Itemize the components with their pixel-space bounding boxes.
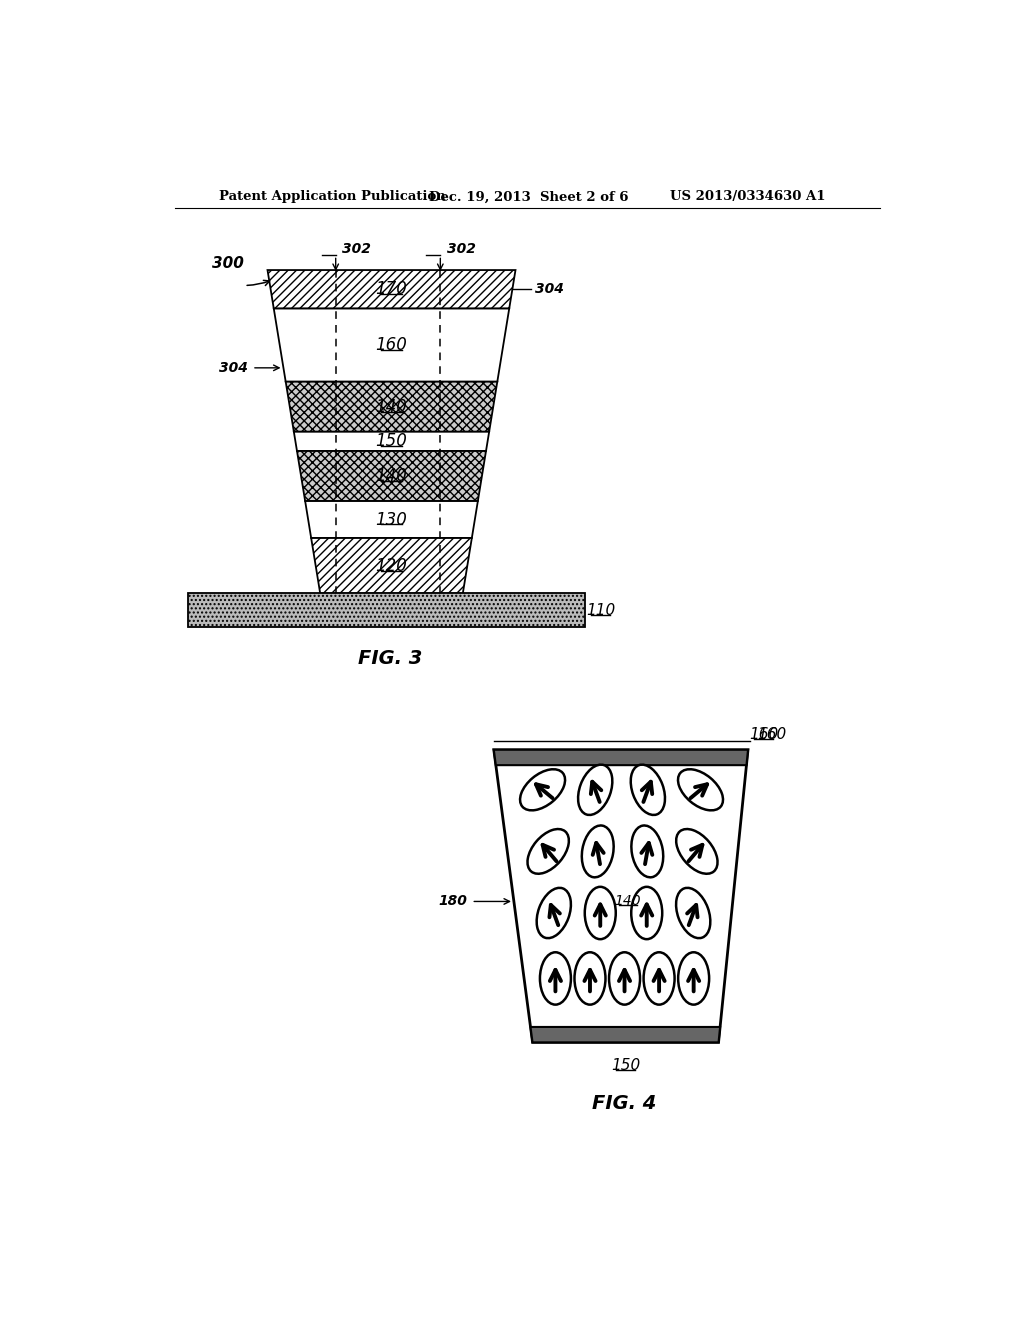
Text: 304: 304	[219, 360, 248, 375]
Text: 302: 302	[342, 243, 371, 256]
Ellipse shape	[540, 952, 571, 1005]
Text: 140: 140	[614, 895, 641, 908]
Ellipse shape	[537, 888, 571, 939]
Ellipse shape	[527, 829, 569, 874]
Ellipse shape	[520, 770, 565, 810]
Text: 150: 150	[376, 433, 408, 450]
Text: 304: 304	[535, 282, 564, 296]
Ellipse shape	[582, 825, 613, 878]
Ellipse shape	[644, 952, 675, 1005]
Text: 140: 140	[376, 397, 408, 416]
Polygon shape	[273, 309, 509, 381]
Polygon shape	[294, 432, 489, 451]
Ellipse shape	[678, 952, 710, 1005]
Ellipse shape	[574, 952, 605, 1005]
Text: Dec. 19, 2013  Sheet 2 of 6: Dec. 19, 2013 Sheet 2 of 6	[429, 190, 628, 203]
Ellipse shape	[579, 764, 612, 814]
Polygon shape	[530, 1027, 720, 1043]
Ellipse shape	[609, 952, 640, 1005]
Polygon shape	[286, 381, 498, 432]
Ellipse shape	[678, 770, 723, 810]
Text: 160: 160	[376, 337, 408, 354]
Text: FIG. 4: FIG. 4	[592, 1094, 656, 1114]
Ellipse shape	[585, 887, 615, 940]
Text: US 2013/0334630 A1: US 2013/0334630 A1	[671, 190, 826, 203]
Text: 140: 140	[376, 467, 408, 484]
Text: 160: 160	[749, 727, 778, 742]
Polygon shape	[267, 271, 515, 309]
Ellipse shape	[676, 829, 718, 874]
Text: 110: 110	[586, 603, 615, 618]
Ellipse shape	[631, 887, 663, 940]
Polygon shape	[494, 750, 748, 766]
Text: 170: 170	[376, 280, 408, 298]
Text: 120: 120	[376, 557, 408, 574]
Polygon shape	[188, 594, 586, 627]
Text: FIG. 3: FIG. 3	[357, 649, 422, 668]
Text: 180: 180	[438, 895, 467, 908]
Ellipse shape	[631, 764, 665, 814]
Polygon shape	[311, 539, 472, 594]
Ellipse shape	[676, 888, 711, 939]
Text: 130: 130	[376, 511, 408, 528]
Text: 150: 150	[611, 1057, 640, 1073]
Text: 302: 302	[446, 243, 475, 256]
Text: 160: 160	[758, 727, 786, 742]
Text: Patent Application Publication: Patent Application Publication	[219, 190, 446, 203]
Polygon shape	[494, 750, 748, 1043]
Polygon shape	[305, 502, 478, 539]
Ellipse shape	[632, 825, 664, 878]
Text: 300: 300	[212, 256, 245, 272]
Polygon shape	[297, 451, 486, 502]
